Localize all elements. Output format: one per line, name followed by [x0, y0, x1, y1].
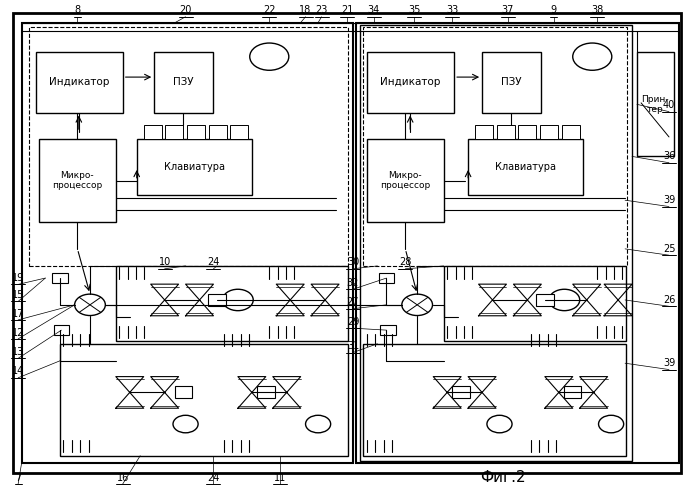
- Bar: [175, 386, 192, 399]
- Bar: [208, 294, 226, 306]
- Circle shape: [75, 294, 106, 316]
- Text: Индикатор: Индикатор: [49, 77, 109, 87]
- Text: 34: 34: [368, 5, 380, 16]
- Text: 38: 38: [591, 5, 603, 16]
- Text: 39: 39: [663, 195, 675, 205]
- Text: Клавиатура: Клавиатура: [495, 162, 556, 172]
- Text: 24: 24: [208, 472, 219, 483]
- Circle shape: [402, 294, 433, 316]
- Text: 27: 27: [347, 297, 359, 307]
- Text: 22: 22: [263, 5, 275, 16]
- Text: Индикатор: Индикатор: [380, 77, 440, 87]
- Text: 28: 28: [399, 258, 412, 267]
- Text: 16: 16: [117, 472, 129, 483]
- Text: 19: 19: [12, 273, 24, 283]
- Bar: [367, 52, 454, 113]
- Circle shape: [598, 415, 624, 433]
- Bar: [36, 52, 123, 113]
- Bar: [475, 125, 493, 140]
- Bar: [540, 125, 558, 140]
- Bar: [637, 52, 674, 157]
- Bar: [356, 22, 679, 463]
- Text: 32: 32: [347, 278, 359, 288]
- Bar: [452, 386, 470, 399]
- Text: ПЗУ: ПЗУ: [501, 77, 521, 87]
- Bar: [363, 27, 627, 266]
- Bar: [379, 273, 394, 284]
- Circle shape: [222, 289, 253, 311]
- Bar: [137, 140, 252, 195]
- Text: 40: 40: [663, 101, 675, 110]
- Text: 30: 30: [347, 258, 359, 267]
- Text: 35: 35: [408, 5, 421, 16]
- Text: 10: 10: [159, 258, 171, 267]
- Text: Микро-
процессор: Микро- процессор: [380, 171, 431, 190]
- Bar: [54, 325, 69, 335]
- Circle shape: [305, 415, 331, 433]
- Bar: [230, 125, 248, 140]
- Text: 29: 29: [347, 317, 359, 327]
- Text: 23: 23: [315, 5, 328, 16]
- Text: 18: 18: [299, 5, 312, 16]
- Text: 24: 24: [208, 258, 219, 267]
- Bar: [257, 386, 275, 399]
- Bar: [166, 125, 183, 140]
- Text: 25: 25: [663, 244, 675, 254]
- Bar: [116, 266, 348, 341]
- Text: 15: 15: [12, 290, 24, 300]
- Text: 21: 21: [341, 5, 354, 16]
- Text: 7: 7: [15, 472, 21, 483]
- Bar: [363, 344, 626, 456]
- Text: 12: 12: [12, 327, 24, 338]
- Text: 13: 13: [12, 347, 24, 357]
- Bar: [444, 266, 626, 341]
- Bar: [144, 125, 162, 140]
- Bar: [154, 52, 213, 113]
- Bar: [22, 22, 353, 463]
- Text: 36: 36: [663, 151, 675, 162]
- Bar: [497, 125, 515, 140]
- Bar: [360, 25, 632, 461]
- Text: Фиг.2: Фиг.2: [480, 470, 526, 485]
- Text: 14: 14: [12, 366, 24, 377]
- Text: 37: 37: [502, 5, 514, 16]
- Bar: [39, 140, 116, 222]
- Bar: [536, 294, 554, 306]
- Circle shape: [250, 43, 289, 70]
- Bar: [60, 344, 348, 456]
- Bar: [564, 386, 582, 399]
- Bar: [561, 125, 579, 140]
- Bar: [482, 52, 541, 113]
- Bar: [187, 125, 205, 140]
- Text: Микро-
процессор: Микро- процессор: [52, 171, 103, 190]
- Bar: [519, 125, 536, 140]
- Text: 8: 8: [74, 5, 80, 16]
- Text: 11: 11: [273, 472, 286, 483]
- Text: 20: 20: [180, 5, 192, 16]
- Text: 17: 17: [12, 308, 24, 319]
- Text: Прин-
тер: Прин- тер: [641, 95, 669, 114]
- Bar: [208, 125, 226, 140]
- Circle shape: [572, 43, 612, 70]
- Text: 31: 31: [347, 341, 359, 351]
- Bar: [367, 140, 444, 222]
- Text: 39: 39: [663, 358, 675, 368]
- Text: 33: 33: [446, 5, 458, 16]
- Circle shape: [173, 415, 198, 433]
- Text: ПЗУ: ПЗУ: [173, 77, 194, 87]
- Bar: [29, 27, 348, 266]
- Bar: [468, 140, 583, 195]
- Text: 26: 26: [663, 295, 675, 305]
- Circle shape: [549, 289, 579, 311]
- Bar: [52, 273, 68, 284]
- Bar: [380, 325, 396, 335]
- Text: 9: 9: [551, 5, 557, 16]
- Text: Клавиатура: Клавиатура: [164, 162, 225, 172]
- Circle shape: [487, 415, 512, 433]
